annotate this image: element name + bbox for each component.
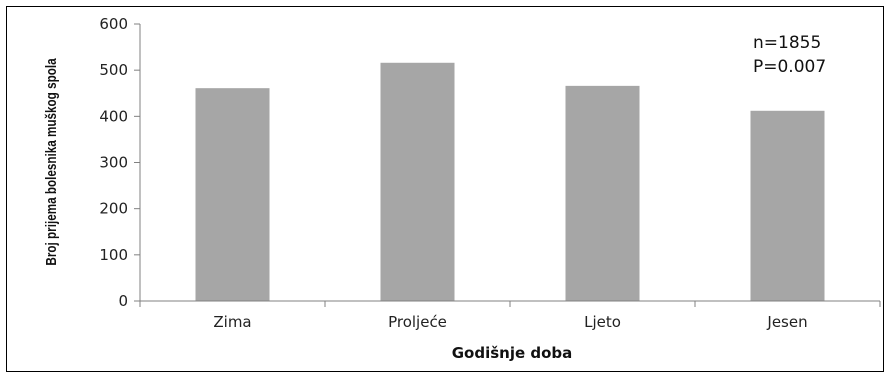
bar-zima — [195, 88, 270, 302]
x-tick-label-2: Ljeto — [584, 313, 621, 331]
y-axis-title: Broj prijema bolesnika muškog spola — [43, 58, 60, 266]
y-axis-ticks: 0 100 200 300 400 500 600 — [99, 15, 140, 310]
y-tick-label-0: 0 — [118, 292, 128, 310]
y-tick-label-3: 300 — [99, 154, 128, 172]
annotation-n: n=1855 — [753, 33, 821, 53]
x-tick-label-0: Zima — [213, 313, 251, 331]
x-axis-title: Godišnje doba — [452, 344, 573, 362]
x-tick-label-1: Proljeće — [388, 313, 447, 331]
y-tick-label-6: 600 — [99, 15, 128, 33]
y-tick-label-5: 500 — [99, 61, 128, 79]
bar-ljeto — [565, 85, 640, 301]
bar-jesen — [750, 110, 825, 301]
x-axis-ticks — [139, 301, 881, 307]
category-labels: Zima Proljeće Ljeto Jesen — [213, 313, 807, 331]
x-tick-label-3: Jesen — [766, 313, 807, 331]
bar-proljeće — [380, 62, 455, 301]
bars — [195, 62, 825, 302]
y-tick-label-2: 200 — [99, 200, 128, 218]
y-tick-label-1: 100 — [99, 246, 128, 264]
y-tick-label-4: 400 — [99, 107, 128, 125]
annotation-p: P=0.007 — [753, 57, 826, 77]
